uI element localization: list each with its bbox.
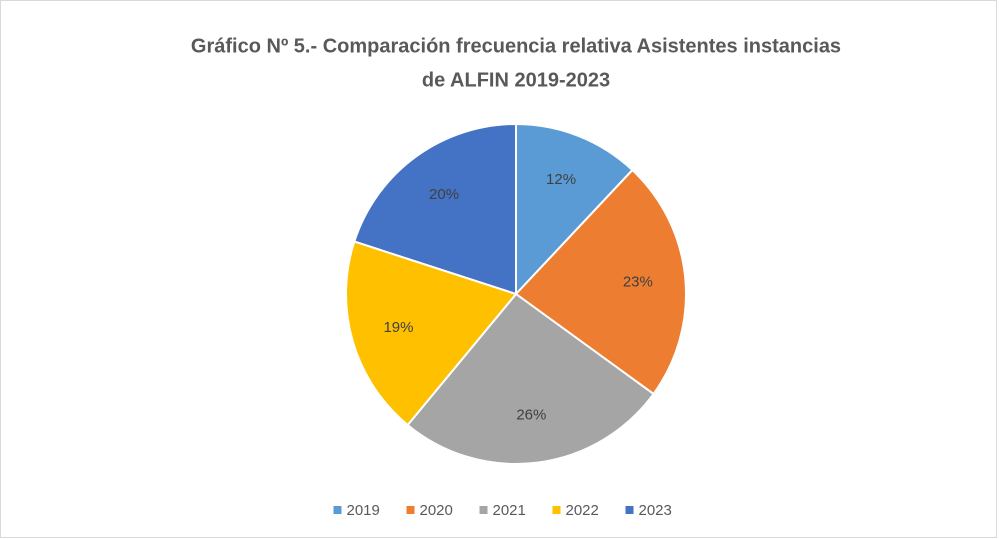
chart-title: Gráfico Nº 5.- Comparación frecuencia re… — [191, 35, 841, 57]
pie-slice — [515, 122, 634, 297]
data-label: 20% — [429, 186, 459, 203]
legend-label: 2022 — [566, 502, 599, 519]
data-label: 26% — [516, 406, 546, 423]
data-label: 19% — [383, 319, 413, 336]
legend-swatch — [333, 506, 342, 514]
legend-swatch — [552, 506, 561, 514]
legend-label: 2019 — [347, 502, 380, 519]
data-label: 12% — [546, 171, 576, 188]
pie-slice — [353, 122, 517, 296]
pie-slice — [345, 240, 518, 427]
chart-title: de ALFIN 2019-2023 — [422, 69, 610, 91]
pie-slice — [406, 292, 655, 465]
legend-swatch — [625, 506, 634, 514]
legend-label: 2021 — [493, 502, 526, 519]
pie-slice — [514, 168, 687, 396]
legend-swatch — [406, 506, 415, 514]
legend-label: 2020 — [420, 502, 453, 519]
legend-swatch — [479, 506, 488, 514]
legend-label: 2023 — [639, 502, 672, 519]
data-label: 23% — [623, 273, 653, 290]
